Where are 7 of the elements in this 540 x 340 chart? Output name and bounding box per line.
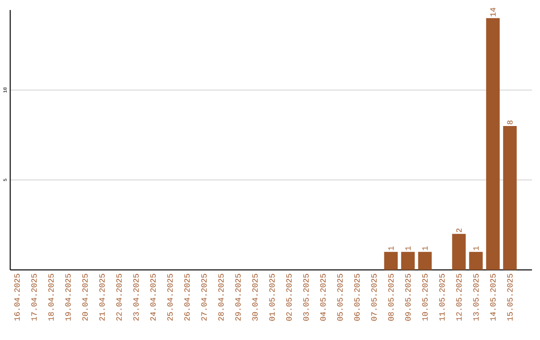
bar <box>384 252 398 270</box>
bar <box>418 252 432 270</box>
bar <box>469 252 483 270</box>
bar <box>401 252 415 270</box>
bar <box>503 126 517 270</box>
bar <box>452 234 466 270</box>
bar <box>486 18 500 270</box>
